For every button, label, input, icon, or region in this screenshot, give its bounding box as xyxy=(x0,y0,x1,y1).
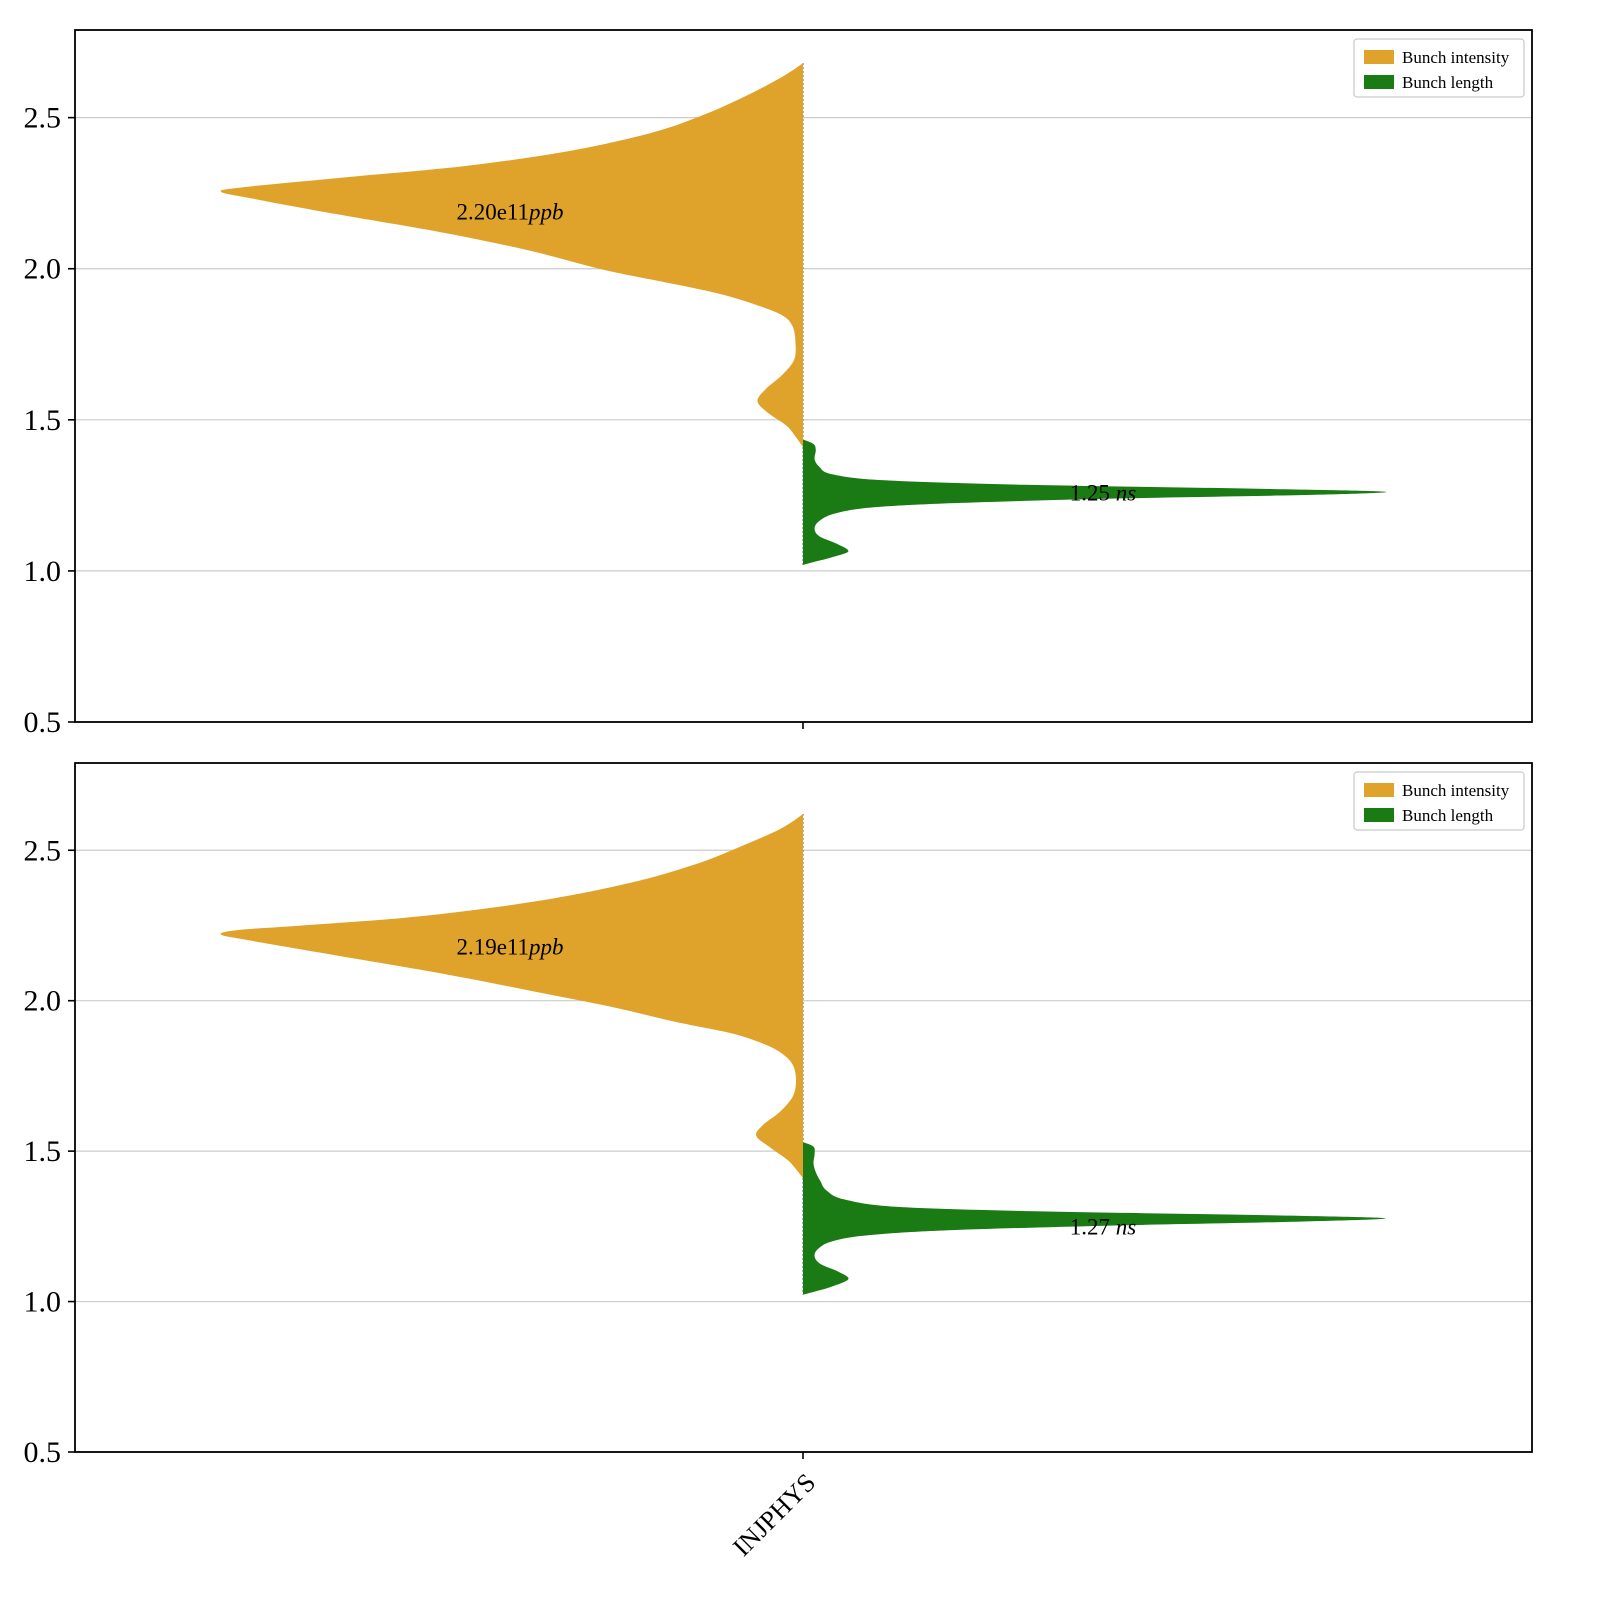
y-tick-label: 2.5 xyxy=(24,834,62,867)
legend-label: Bunch length xyxy=(1402,806,1494,825)
y-tick-label: 2.0 xyxy=(24,985,62,1018)
legend-swatch xyxy=(1364,50,1394,64)
y-tick-label: 2.5 xyxy=(24,102,62,135)
y-tick-label: 1.0 xyxy=(24,555,62,588)
legend-box xyxy=(1353,771,1525,831)
violin-intensity xyxy=(220,63,803,447)
panel-top: 0.5 1.0 1.5 2.0 2.5 2.20e11ppb 1.25 ns Bunch in… xyxy=(24,29,1533,739)
annotation-intensity: 2.19e11ppb xyxy=(456,935,563,960)
violin-length xyxy=(803,1142,1386,1295)
legend-label: Bunch intensity xyxy=(1402,781,1510,800)
violin-intensity xyxy=(220,814,803,1179)
x-tick-label: INJPHYS xyxy=(727,1468,821,1562)
legend-label: Bunch intensity xyxy=(1402,48,1510,67)
annotation-intensity: 2.20e11ppb xyxy=(456,199,563,224)
panel-bottom: 0.5 1.0 1.5 2.0 2.5 2.19e11ppb 1.27 ns Bunch in… xyxy=(24,762,1533,1469)
y-tick-label: 0.5 xyxy=(24,1436,62,1469)
legend-label: Bunch length xyxy=(1402,73,1494,92)
legend-box xyxy=(1353,38,1525,98)
annotation-length: 1.25 ns xyxy=(1070,480,1137,505)
y-tick-label: 1.5 xyxy=(24,1135,62,1168)
y-tick-label: 1.0 xyxy=(24,1286,62,1319)
legend-swatch xyxy=(1364,808,1394,822)
legend-swatch xyxy=(1364,783,1394,797)
y-tick-label: 1.5 xyxy=(24,404,62,437)
legend-swatch xyxy=(1364,75,1394,89)
y-tick-label: 2.0 xyxy=(24,253,62,286)
y-tick-label: 0.5 xyxy=(24,706,62,739)
annotation-length: 1.27 ns xyxy=(1070,1214,1137,1239)
violin-length xyxy=(803,439,1387,565)
